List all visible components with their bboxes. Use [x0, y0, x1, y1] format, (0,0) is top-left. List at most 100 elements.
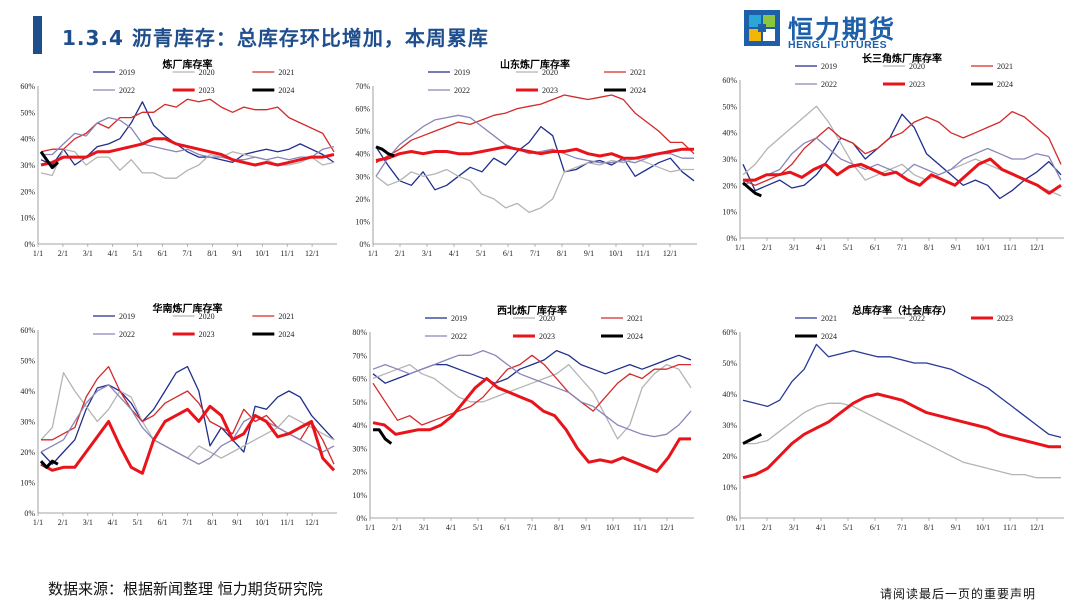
- legend-label: 2023: [199, 86, 215, 95]
- series-line-2022: [375, 114, 694, 177]
- y-tick-label: 0%: [359, 240, 370, 249]
- x-tick-label: 5/1: [476, 249, 486, 258]
- chart-total: 总库存率（社会库存） 0% 10% 20% 30% 40% 50% 60% 1/1 2/1 3/1 4…: [712, 304, 1072, 542]
- chart-title: 长三角炼厂库存率: [862, 52, 942, 65]
- y-tick-label: 20%: [355, 195, 370, 204]
- x-tick-label: 4/1: [816, 243, 826, 252]
- x-tick-label: 12/1: [305, 518, 319, 527]
- series-line-2019: [40, 365, 335, 465]
- x-tick-label: 7/1: [182, 249, 192, 258]
- x-tick-label: 7/1: [527, 523, 537, 532]
- x-tick-label: 7/1: [897, 243, 907, 252]
- y-tick-label: 50%: [352, 398, 367, 407]
- series-line-2019: [742, 113, 1062, 200]
- x-tick-label: 1/1: [735, 243, 745, 252]
- x-tick-label: 5/1: [133, 249, 143, 258]
- legend-label: 2023: [542, 86, 558, 95]
- x-tick-label: 12/1: [1030, 243, 1044, 252]
- series-line-2024: [39, 459, 59, 469]
- chart-svg: 华南炼厂库存率 0% 10% 20% 30% 40% 50% 60% 1/1 2/1 3/1 4/1 5…: [20, 302, 337, 527]
- y-tick-label: 20%: [20, 448, 35, 457]
- x-tick-label: 3/1: [419, 523, 429, 532]
- x-tick-label: 1/1: [365, 523, 375, 532]
- y-tick-label: 0%: [726, 514, 737, 523]
- y-tick-label: 10%: [20, 214, 35, 223]
- legend-label: 2024: [278, 86, 294, 95]
- x-tick-label: 3/1: [789, 523, 799, 532]
- chart-title: 山东炼厂库存率: [500, 58, 570, 71]
- y-tick-label: 10%: [352, 491, 367, 500]
- x-tick-label: 12/1: [305, 249, 319, 258]
- x-tick-label: 4/1: [108, 249, 118, 258]
- x-tick-label: 6/1: [157, 249, 167, 258]
- x-tick-label: 7/1: [897, 523, 907, 532]
- legend-label: 2023: [997, 314, 1013, 323]
- legend-label: 2020: [539, 314, 555, 323]
- y-tick-label: 70%: [352, 351, 367, 360]
- legend-label: 2024: [630, 86, 646, 95]
- y-tick-label: 60%: [722, 328, 737, 337]
- x-tick-label: 1/1: [33, 518, 43, 527]
- series-line-2020: [372, 363, 692, 440]
- x-tick-label: 9/1: [584, 249, 594, 258]
- legend-label: 2021: [630, 68, 646, 77]
- x-tick-label: 10/1: [609, 249, 623, 258]
- chart-svg: 西北炼厂库存率 0% 10% 20% 30% 40% 50% 60% 70% 80% 1/1 2/1 3…: [352, 304, 694, 532]
- y-tick-label: 0%: [24, 240, 35, 249]
- y-tick-label: 40%: [20, 387, 35, 396]
- logo-en-text: HENGLI FUTURES: [788, 39, 888, 51]
- legend-label: 2022: [821, 80, 837, 89]
- series-line-2020: [40, 372, 335, 459]
- x-tick-label: 8/1: [924, 243, 934, 252]
- y-tick-label: 0%: [356, 514, 367, 523]
- series-line-2019: [40, 101, 335, 166]
- series-line-2023: [375, 145, 694, 162]
- series-line-2020: [375, 157, 694, 214]
- x-tick-label: 6/1: [503, 249, 513, 258]
- legend-label: 2021: [997, 62, 1013, 71]
- y-tick-label: 50%: [722, 102, 737, 111]
- x-tick-label: 3/1: [422, 249, 432, 258]
- x-tick-label: 8/1: [557, 249, 567, 258]
- chart-refinery: 炼厂库存率 0% 10% 20% 30% 40% 50% 60% 1/1 2/1 3/1 4/1 5/1…: [10, 58, 345, 268]
- series-line-2024: [373, 428, 393, 445]
- x-tick-label: 4/1: [449, 249, 459, 258]
- x-tick-label: 6/1: [870, 243, 880, 252]
- y-tick-label: 30%: [20, 161, 35, 170]
- x-tick-label: 6/1: [500, 523, 510, 532]
- chart-title: 炼厂库存率: [163, 58, 213, 71]
- x-tick-label: 9/1: [581, 523, 591, 532]
- x-tick-label: 7/1: [182, 518, 192, 527]
- y-tick-label: 30%: [20, 418, 35, 427]
- legend-label: 2021: [821, 314, 837, 323]
- chart-south: 华南炼厂库存率 0% 10% 20% 30% 40% 50% 60% 1/1 2/1 3/1 4/1 5…: [10, 302, 345, 537]
- series-line-2024: [742, 432, 762, 445]
- x-tick-label: 4/1: [108, 518, 118, 527]
- chart-svg: 长三角炼厂库存率 0% 10% 20% 30% 40% 50% 60% 1/1 2/1 3/1 4/1…: [722, 52, 1064, 252]
- series-line-2024: [742, 181, 762, 198]
- x-tick-label: 2/1: [762, 523, 772, 532]
- y-tick-label: 30%: [352, 444, 367, 453]
- legend-label: 2023: [539, 332, 555, 341]
- chart-title: 西北炼厂库存率: [497, 304, 567, 317]
- legend-label: 2024: [997, 80, 1013, 89]
- legend-label: 2019: [454, 68, 470, 77]
- legend-label: 2023: [199, 330, 215, 339]
- y-tick-label: 60%: [722, 76, 737, 85]
- x-tick-label: 11/1: [1003, 523, 1017, 532]
- y-tick-label: 80%: [352, 328, 367, 337]
- x-tick-label: 8/1: [554, 523, 564, 532]
- legend-label: 2019: [119, 312, 135, 321]
- x-tick-label: 10/1: [255, 249, 269, 258]
- series-line-2021: [742, 343, 1062, 439]
- series-line-2022: [40, 384, 335, 465]
- series-line-2022: [742, 137, 1062, 186]
- logo-cn-text: 恒力期货: [788, 15, 897, 44]
- disclaimer-note: 请阅读最后一页的重要声明: [880, 587, 1037, 601]
- series-line-2019: [375, 125, 695, 191]
- chart-northwest: 西北炼厂库存率 0% 10% 20% 30% 40% 50% 60% 70% 80% 1/1 2/1 3…: [342, 304, 702, 542]
- y-tick-label: 0%: [24, 509, 35, 518]
- y-tick-label: 70%: [355, 82, 370, 91]
- company-logo: 恒力期货 HENGLI FUTURES: [744, 10, 914, 51]
- series-line-2022: [743, 402, 1061, 479]
